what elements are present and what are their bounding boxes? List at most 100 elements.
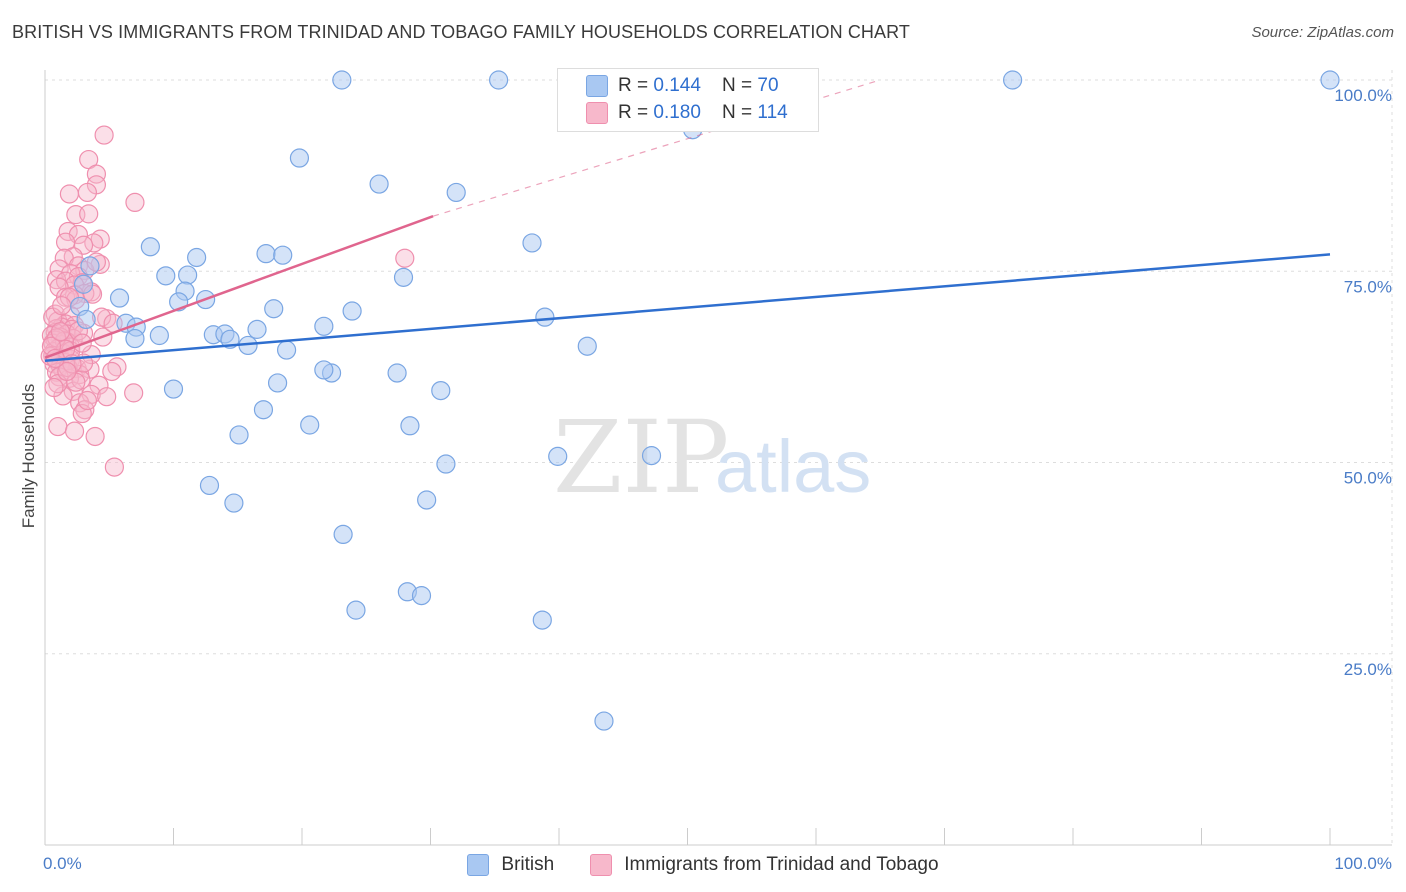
trinidad-point bbox=[50, 322, 71, 342]
british-point bbox=[532, 610, 552, 630]
trinidad-legend-label: Immigrants from Trinidad and Tobago bbox=[624, 854, 939, 875]
british-legend-swatch bbox=[467, 854, 490, 876]
british-point bbox=[80, 256, 100, 276]
british-point bbox=[346, 600, 366, 620]
watermark-zip: ZIP bbox=[553, 399, 729, 516]
trinidad-legend-swatch bbox=[590, 854, 613, 876]
legend-row-british: R = 0.144 N = 70 bbox=[586, 74, 779, 98]
x-tick-label: 100.0% bbox=[1334, 854, 1392, 873]
y-tick-label: 100.0% bbox=[1334, 86, 1392, 105]
british-point bbox=[178, 265, 198, 285]
tick-labels: 25.0% 50.0% 75.0% 100.0% 0.0% 100.0% bbox=[43, 86, 1392, 873]
british-point bbox=[1003, 70, 1023, 90]
watermark: ZIP atlas bbox=[553, 399, 871, 516]
trinidad-point bbox=[49, 277, 69, 297]
british-point bbox=[314, 316, 334, 336]
correlation-legend: R = 0.144 N = 70 R = 0.180 N = 114 bbox=[557, 68, 819, 132]
british-point bbox=[1320, 70, 1340, 90]
british-point bbox=[548, 446, 568, 466]
british-point bbox=[489, 70, 509, 90]
trinidad-point bbox=[77, 390, 98, 411]
british-point bbox=[187, 247, 207, 268]
british-point bbox=[149, 325, 169, 346]
british-point bbox=[140, 237, 160, 257]
british-points bbox=[70, 70, 1340, 731]
trinidad-point bbox=[79, 204, 99, 224]
british-point bbox=[267, 373, 288, 393]
legend-trinidad-n-label: N = bbox=[722, 102, 758, 123]
trinidad-point bbox=[77, 182, 98, 203]
trinidad-point bbox=[44, 377, 64, 398]
british-point bbox=[436, 454, 456, 474]
british-point bbox=[109, 288, 130, 308]
british-point bbox=[289, 148, 310, 168]
british-point bbox=[522, 233, 542, 253]
british-point bbox=[300, 415, 320, 435]
legend-british-r-label: R = bbox=[618, 75, 654, 96]
trinidad-point bbox=[64, 421, 85, 441]
british-point bbox=[314, 360, 334, 380]
legend-british-n-label: N = bbox=[722, 75, 758, 96]
trinidad-point bbox=[125, 192, 145, 212]
british-point bbox=[577, 336, 597, 356]
british-legend-label: British bbox=[501, 854, 555, 875]
legend-trinidad-n-value: 114 bbox=[757, 102, 788, 123]
british-point bbox=[156, 266, 176, 286]
british-point bbox=[125, 328, 145, 349]
british-point bbox=[264, 299, 284, 319]
british-point bbox=[535, 307, 555, 327]
trinidad-point bbox=[395, 248, 415, 268]
legend-row-trinidad: R = 0.180 N = 114 bbox=[586, 101, 788, 125]
trinidad-point bbox=[48, 416, 68, 437]
trinidad-point bbox=[86, 164, 107, 184]
trinidad-point bbox=[85, 426, 105, 447]
british-point bbox=[446, 182, 466, 203]
trinidad-point bbox=[124, 383, 144, 403]
british-point bbox=[411, 586, 432, 606]
british-point bbox=[247, 319, 267, 339]
y-axis-label: Family Households bbox=[19, 384, 38, 529]
british-point bbox=[163, 379, 184, 399]
british-swatch bbox=[586, 75, 608, 97]
british-point bbox=[199, 475, 220, 496]
british-point bbox=[76, 309, 96, 330]
y-tick-label: 75.0% bbox=[1344, 277, 1392, 296]
british-point bbox=[431, 380, 451, 401]
british-point bbox=[273, 245, 293, 265]
y-tick-label: 50.0% bbox=[1344, 469, 1392, 488]
trinidad-point bbox=[102, 361, 122, 382]
legend-trinidad-r-label: R = bbox=[618, 102, 654, 123]
trinidad-points bbox=[40, 125, 415, 477]
british-point bbox=[253, 400, 274, 420]
x-tick-label: 0.0% bbox=[43, 854, 82, 873]
grid-lines bbox=[45, 70, 1393, 845]
series-legend: British Immigrants from Trinidad and Tob… bbox=[0, 852, 1406, 878]
british-point bbox=[594, 711, 614, 731]
british-point bbox=[73, 274, 94, 294]
y-tick-label: 25.0% bbox=[1344, 660, 1392, 679]
trinidad-swatch bbox=[586, 102, 608, 124]
trinidad-point bbox=[59, 184, 80, 204]
legend-british-r-value: 0.144 bbox=[653, 75, 701, 96]
series-legend-british: British bbox=[467, 854, 554, 876]
chart-title: BRITISH VS IMMIGRANTS FROM TRINIDAD AND … bbox=[12, 22, 910, 42]
british-point bbox=[256, 244, 276, 264]
british-trend-line bbox=[44, 253, 1331, 363]
british-point bbox=[393, 267, 414, 287]
british-point bbox=[276, 340, 297, 360]
legend-trinidad-r-value: 0.180 bbox=[653, 102, 701, 123]
british-point bbox=[641, 446, 662, 466]
british-point bbox=[417, 490, 437, 510]
british-point bbox=[332, 70, 352, 90]
british-point bbox=[400, 416, 420, 436]
legend-british-n-value: 70 bbox=[757, 75, 779, 96]
british-point bbox=[369, 174, 389, 194]
source-credit: Source: ZipAtlas.com bbox=[1251, 24, 1394, 41]
trinidad-point bbox=[97, 387, 117, 407]
trinidad-point bbox=[52, 296, 72, 316]
british-point bbox=[342, 301, 362, 321]
trinidad-point bbox=[57, 361, 77, 382]
series-legend-trinidad: Immigrants from Trinidad and Tobago bbox=[590, 854, 939, 876]
british-point bbox=[229, 425, 249, 445]
